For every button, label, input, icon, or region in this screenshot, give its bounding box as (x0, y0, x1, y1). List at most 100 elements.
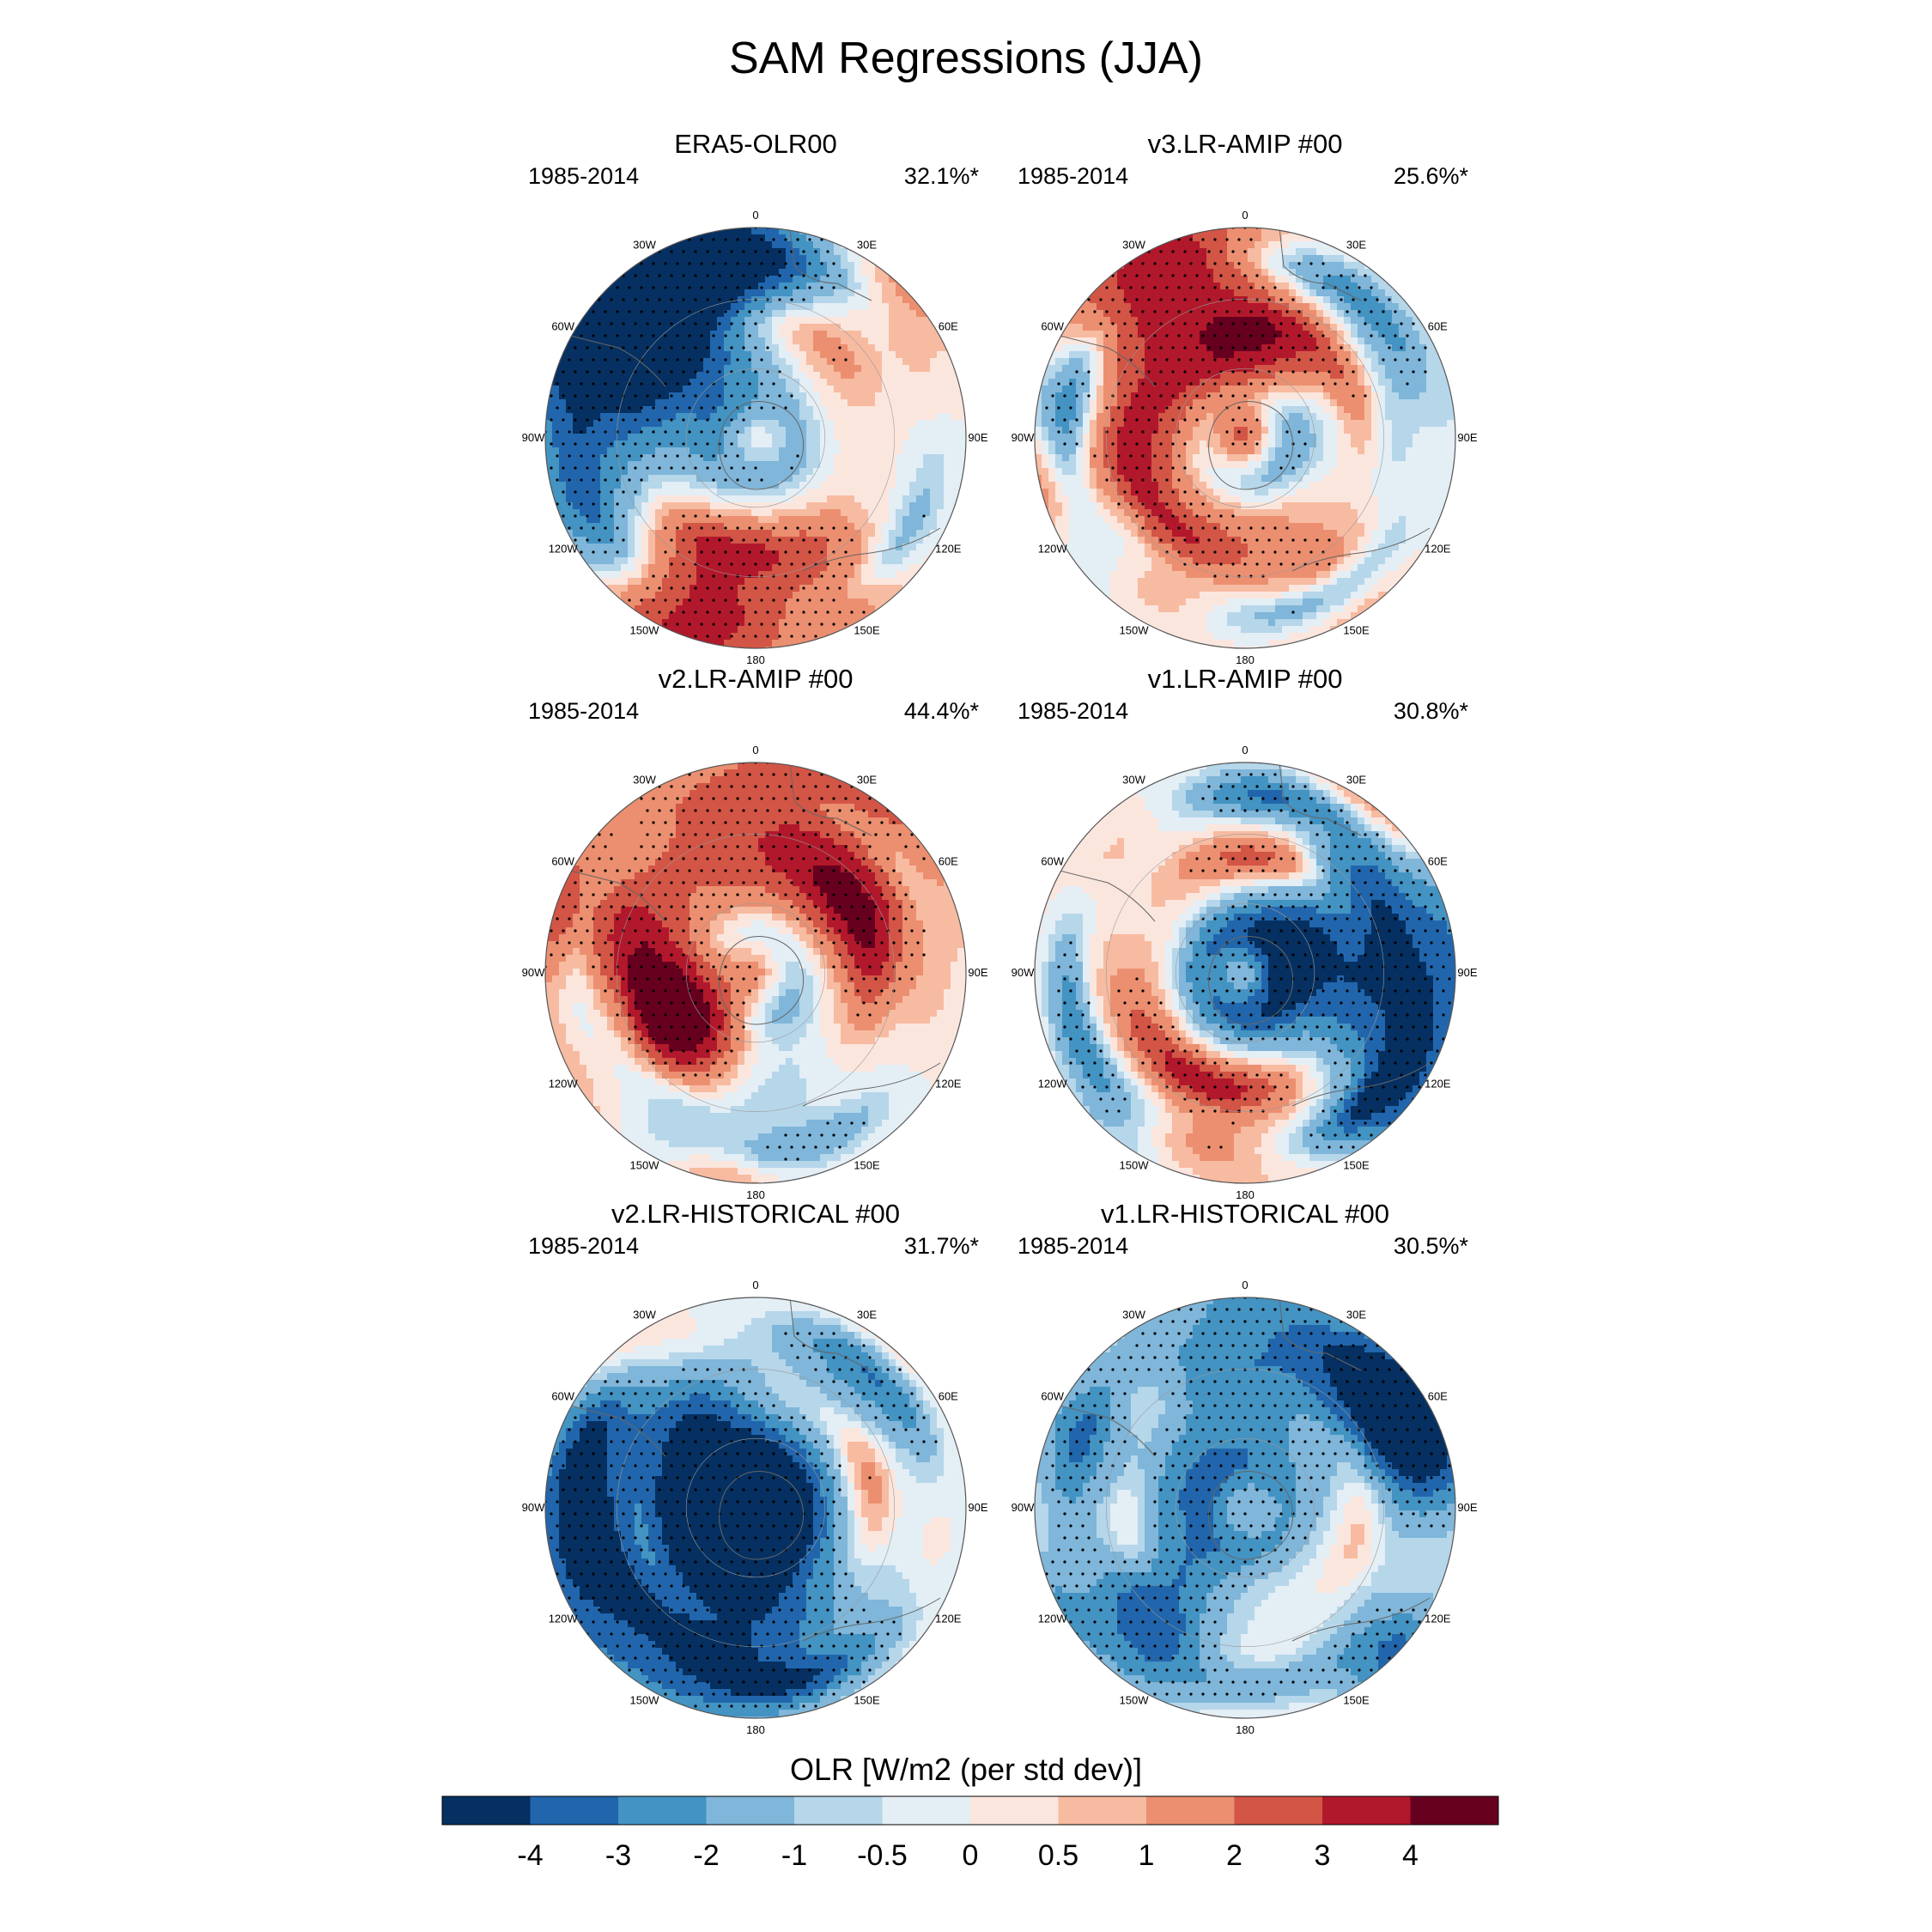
colorbar-swatch (1146, 1796, 1235, 1825)
longitude-label: 150E (1343, 623, 1370, 636)
map-panel-v2-historical: v2.LR-HISTORICAL #00 1985-2014 31.7%* 0 3… (515, 1199, 996, 1740)
longitude-label: 180 (746, 1723, 765, 1736)
longitude-label: 60W (551, 320, 574, 333)
longitude-label: 30E (1346, 774, 1366, 787)
longitude-label: 90E (1457, 966, 1477, 979)
panel-period: 1985-2014 (528, 163, 639, 190)
longitude-label: 120E (1425, 1613, 1451, 1625)
longitude-label: 120W (549, 1078, 579, 1091)
longitude-label: 0 (1242, 744, 1248, 756)
longitude-label: 30W (1122, 1309, 1145, 1321)
longitude-label: 30W (1122, 774, 1145, 787)
panel-title: v1.LR-AMIP #00 (1005, 664, 1485, 695)
longitude-label: 60W (1041, 320, 1064, 333)
longitude-label: 120W (1038, 543, 1068, 556)
longitude-label: 150W (1120, 1693, 1150, 1706)
longitude-label: 90E (968, 431, 987, 444)
longitude-label: 60W (1041, 1390, 1064, 1403)
colorbar-tick-label: 0 (963, 1839, 979, 1872)
colorbar-tick-label: 3 (1315, 1839, 1331, 1872)
colorbar-tick-label: 2 (1226, 1839, 1242, 1872)
longitude-label: 0 (1242, 1279, 1248, 1291)
panel-title: v1.LR-HISTORICAL #00 (1005, 1199, 1485, 1230)
map-panel-v1-historical: v1.LR-HISTORICAL #00 1985-2014 30.5%* 0 3… (1005, 1199, 1485, 1740)
polar-map: 0 30E 60E 90E 120E 150E 180 150W 120W 90W 60W 30W (522, 1279, 988, 1736)
longitude-label: 150W (1120, 623, 1150, 636)
figure-title: SAM Regressions (JJA) (0, 33, 1932, 84)
longitude-label: 90W (1012, 431, 1035, 444)
colorbar-tick-label: 1 (1139, 1839, 1155, 1872)
colorbar-tick-label: -2 (693, 1839, 719, 1872)
colorbar-swatch (794, 1796, 883, 1825)
longitude-label: 30W (633, 774, 656, 787)
longitude-label: 90W (1012, 966, 1035, 979)
longitude-label: 180 (1236, 653, 1255, 666)
polar-map: 0 30E 60E 90E 120E 150E 180 150W 120W 90W 60W 30W (522, 209, 988, 666)
longitude-label: 90E (968, 966, 987, 979)
longitude-label: 60E (1428, 1390, 1448, 1403)
longitude-label: 180 (746, 653, 765, 666)
longitude-label: 150E (1343, 1158, 1370, 1171)
panel-variance: 25.6%* (1394, 163, 1468, 190)
polar-map: 0 30E 60E 90E 120E 150E 180 150W 120W 90W 60W 30W (1012, 744, 1478, 1201)
longitude-label: 180 (746, 1188, 765, 1201)
longitude-label: 120W (549, 543, 579, 556)
polar-map: 0 30E 60E 90E 120E 150E 180 150W 120W 90W 60W 30W (522, 744, 988, 1201)
longitude-label: 120W (549, 1613, 579, 1625)
map-panel-era5: ERA5-OLR00 1985-2014 32.1%* 0 30E 60E 90E 12… (515, 129, 996, 670)
colorbar-tick-label: 4 (1402, 1839, 1419, 1872)
panel-period: 1985-2014 (528, 698, 639, 725)
longitude-label: 60W (551, 1390, 574, 1403)
longitude-label: 60W (1041, 855, 1064, 868)
longitude-label: 90W (522, 966, 545, 979)
colorbar-swatch (618, 1796, 707, 1825)
longitude-label: 60E (1428, 320, 1448, 333)
longitude-label: 150W (630, 623, 660, 636)
longitude-label: 30E (1346, 239, 1366, 252)
map-panel-v1-amip: v1.LR-AMIP #00 1985-2014 30.8%* 0 30E 60E 9… (1005, 664, 1485, 1205)
map-panel-v2-amip: v2.LR-AMIP #00 1985-2014 44.4%* 0 30E 60E 9… (515, 664, 996, 1205)
longitude-label: 150E (854, 1693, 880, 1706)
colorbar-swatch (1058, 1796, 1147, 1825)
longitude-label: 120W (1038, 1078, 1068, 1091)
panel-period: 1985-2014 (1018, 163, 1128, 190)
colorbar-title: OLR [W/m2 (per std dev)] (0, 1752, 1932, 1788)
longitude-label: 30E (857, 774, 877, 787)
longitude-label: 0 (752, 1279, 758, 1291)
longitude-label: 30W (1122, 239, 1145, 252)
panel-variance: 30.8%* (1394, 698, 1468, 725)
longitude-label: 30E (1346, 1309, 1366, 1321)
colorbar-tick-label: -3 (605, 1839, 631, 1872)
colorbar-swatch (442, 1796, 531, 1825)
map-panel-v3-amip: v3.LR-AMIP #00 1985-2014 25.6%* 0 30E 60E 9… (1005, 129, 1485, 670)
panel-period: 1985-2014 (1018, 1233, 1128, 1260)
longitude-label: 30W (633, 239, 656, 252)
longitude-label: 30W (633, 1309, 656, 1321)
panel-title: ERA5-OLR00 (515, 129, 996, 160)
longitude-label: 0 (752, 744, 758, 756)
longitude-label: 150E (1343, 1693, 1370, 1706)
longitude-label: 120E (935, 1078, 962, 1091)
longitude-label: 120E (935, 543, 962, 556)
longitude-label: 90E (1457, 1501, 1477, 1514)
longitude-label: 0 (1242, 209, 1248, 222)
polar-map: 0 30E 60E 90E 120E 150E 180 150W 120W 90W 60W 30W (1012, 209, 1478, 666)
panel-variance: 31.7%* (904, 1233, 979, 1260)
longitude-label: 120E (1425, 543, 1451, 556)
colorbar-tick-label: 0.5 (1038, 1839, 1078, 1872)
panel-variance: 30.5%* (1394, 1233, 1468, 1260)
longitude-label: 90W (1012, 1501, 1035, 1514)
panel-title: v2.LR-HISTORICAL #00 (515, 1199, 996, 1230)
panel-variance: 32.1%* (904, 163, 979, 190)
longitude-label: 0 (752, 209, 758, 222)
longitude-label: 90E (1457, 431, 1477, 444)
longitude-label: 90W (522, 1501, 545, 1514)
colorbar-swatch (1322, 1796, 1411, 1825)
colorbar-swatch (1234, 1796, 1323, 1825)
longitude-label: 120E (1425, 1078, 1451, 1091)
panel-period: 1985-2014 (1018, 698, 1128, 725)
colorbar-tick-label: -4 (517, 1839, 543, 1872)
longitude-label: 30E (857, 1309, 877, 1321)
longitude-label: 90E (968, 1501, 987, 1514)
longitude-label: 180 (1236, 1723, 1255, 1736)
